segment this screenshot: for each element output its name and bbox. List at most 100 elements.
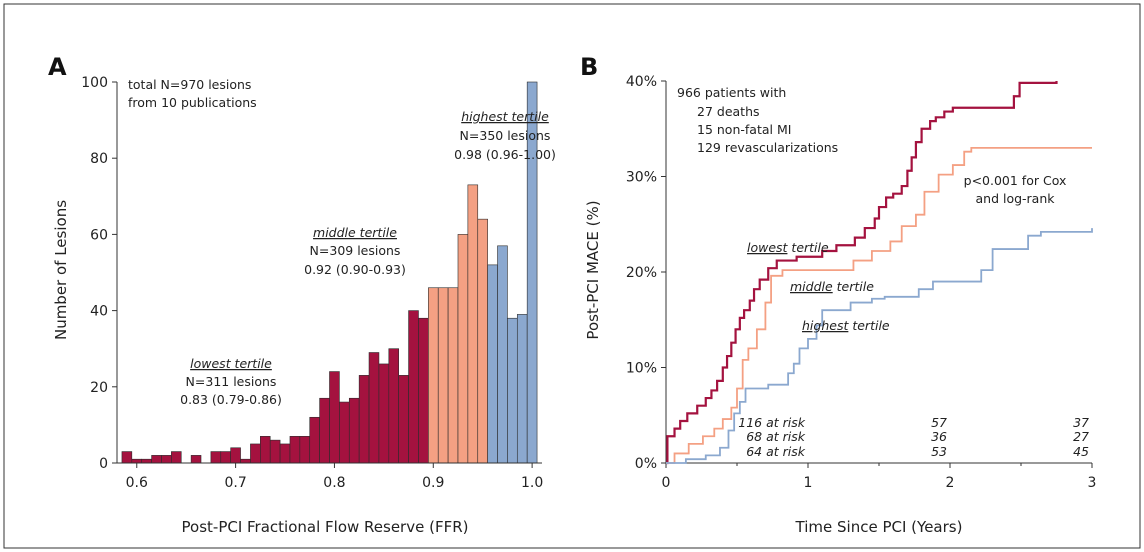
histogram-bar-21 bbox=[348, 397, 360, 464]
p-value-line-2: and log-rank bbox=[975, 191, 1055, 206]
histogram-bar-30 bbox=[437, 287, 449, 464]
histogram-bar-3 bbox=[151, 455, 162, 464]
panel-a-y-tick-label: 40 bbox=[90, 304, 108, 320]
lowest-curve-label-rest: tertile bbox=[787, 240, 829, 255]
panel-a-x-tick-label: 1.0 bbox=[521, 475, 543, 491]
highest-tertile-n: N=350 lesions bbox=[460, 128, 551, 143]
panel-a-x-tick-label: 0.8 bbox=[323, 475, 345, 491]
p-value-line-1: p<0.001 for Cox bbox=[964, 173, 1067, 188]
highest-tertile-title: highest tertile bbox=[461, 109, 549, 124]
at-risk-highest-2: 45 bbox=[1073, 444, 1089, 459]
lowest-tertile-title: lowest tertile bbox=[190, 356, 272, 371]
at-risk-middle-2: 27 bbox=[1073, 429, 1089, 444]
middle-tertile-n: N=309 lesions bbox=[310, 243, 401, 258]
panel-a-y-tick-label: 20 bbox=[90, 380, 108, 396]
at-risk-lowest-1: 57 bbox=[931, 415, 947, 430]
highest-curve-label-emph: highest bbox=[802, 318, 849, 333]
lowest-tertile-curve-label: lowest tertile bbox=[747, 240, 829, 255]
highest-tertile-curve-label: highest tertile bbox=[802, 318, 890, 333]
at-risk-lowest-2: 37 bbox=[1073, 415, 1089, 430]
panel-b-x-tick-label: 3 bbox=[1088, 475, 1097, 491]
histogram-bar-31 bbox=[447, 287, 459, 464]
histogram-bar-4 bbox=[161, 455, 172, 464]
histogram-bar-1 bbox=[131, 458, 143, 464]
lowest-tertile-ffr: 0.83 (0.79-0.86) bbox=[180, 392, 282, 407]
panel-b-note-line-4: 129 revascularizations bbox=[697, 140, 838, 155]
middle-tertile-curve-label: middle tertile bbox=[790, 279, 874, 294]
lowest-tertile-n: N=311 lesions bbox=[186, 374, 277, 389]
histogram-bar-14 bbox=[279, 443, 291, 464]
histogram-bar-11 bbox=[250, 443, 261, 464]
histogram-bar-8 bbox=[220, 451, 231, 464]
histogram-bar-10 bbox=[240, 458, 251, 464]
panel-b-lines bbox=[666, 81, 1093, 465]
panel-a-note-line-1: total N=970 lesions bbox=[128, 77, 251, 92]
at-risk-lowest-0: 116 at risk bbox=[738, 415, 805, 430]
panel-a-bars bbox=[121, 81, 538, 464]
panel-a-y-tick-label: 80 bbox=[90, 151, 108, 167]
at-risk-middle-1: 36 bbox=[931, 429, 947, 444]
histogram-bar-20 bbox=[339, 401, 350, 464]
panel-b-x-tick-label: 0 bbox=[662, 475, 671, 491]
histogram-bar-29 bbox=[428, 287, 439, 464]
histogram-bar-25 bbox=[388, 348, 399, 464]
panel-a-axes: 0 20 40 60 80 100 0.6 0.7 0.8 0.9 1.0 bbox=[81, 75, 543, 491]
histogram-bar-16 bbox=[299, 436, 311, 464]
histogram-bar-7 bbox=[210, 451, 222, 464]
panel-b-x-tick-label: 1 bbox=[804, 475, 813, 491]
middle-tertile-ffr: 0.92 (0.90-0.93) bbox=[304, 262, 406, 277]
panel-a-histogram: A 0 20 40 60 80 100 0.6 0.7 0.8 0.9 1.0 total N=97… bbox=[48, 53, 556, 536]
histogram-bar-37 bbox=[507, 317, 518, 464]
panel-b-note-line-2: 27 deaths bbox=[697, 104, 760, 119]
panel-a-y-tick-label: 0 bbox=[99, 456, 108, 472]
histogram-bar-15 bbox=[289, 436, 301, 464]
panel-a-letter: A bbox=[48, 53, 67, 81]
curve-middle-tertile bbox=[666, 146, 1092, 464]
panel-a-note-line-2: from 10 publications bbox=[128, 95, 257, 110]
at-risk-highest-0: 64 at risk bbox=[746, 444, 806, 459]
middle-tertile-title: middle tertile bbox=[313, 225, 397, 240]
histogram-bar-26 bbox=[398, 375, 409, 464]
panel-b-x-axis-title: Time Since PCI (Years) bbox=[795, 518, 963, 536]
histogram-bar-22 bbox=[358, 375, 370, 464]
panel-a-x-tick-label: 0.6 bbox=[126, 475, 148, 491]
histogram-bar-0 bbox=[121, 451, 133, 464]
highest-curve-label-rest: tertile bbox=[848, 318, 890, 333]
panel-a-y-tick-label: 60 bbox=[90, 227, 108, 243]
panel-b-note-line-1: 966 patients with bbox=[677, 85, 786, 100]
panel-b-note-line-3: 15 non-fatal MI bbox=[697, 122, 791, 137]
panel-b-axes: 0% 10% 20% 30% 40% 0 1 2 3 bbox=[626, 74, 1097, 491]
panel-a-x-axis-title: Post-PCI Fractional Flow Reserve (FFR) bbox=[182, 518, 469, 536]
histogram-bar-35 bbox=[487, 264, 498, 464]
histogram-bar-19 bbox=[329, 371, 340, 464]
histogram-bar-27 bbox=[408, 310, 419, 464]
histogram-bar-32 bbox=[457, 234, 469, 464]
highest-tertile-ffr: 0.98 (0.96-1.00) bbox=[454, 147, 556, 162]
histogram-bar-17 bbox=[309, 416, 320, 464]
histogram-bar-33 bbox=[467, 184, 479, 464]
curve-highest-tertile bbox=[666, 228, 1093, 464]
at-risk-table: 116 at risk 57 37 68 at risk 36 27 64 at risk 5… bbox=[738, 415, 1089, 459]
panel-b-y-tick-label: 0% bbox=[635, 456, 657, 472]
middle-curve-label-rest: tertile bbox=[833, 279, 875, 294]
histogram-bar-23 bbox=[368, 352, 380, 464]
histogram-bar-2 bbox=[141, 458, 152, 464]
histogram-bar-13 bbox=[269, 439, 281, 464]
histogram-bar-38 bbox=[516, 314, 528, 464]
histogram-bar-18 bbox=[319, 397, 330, 464]
histogram-bar-36 bbox=[497, 245, 508, 464]
histogram-bar-9 bbox=[230, 447, 241, 464]
panel-b-y-axis-title: Post-PCI MACE (%) bbox=[584, 200, 602, 339]
histogram-bar-12 bbox=[260, 436, 271, 464]
histogram-bar-28 bbox=[418, 317, 429, 464]
lowest-curve-label-emph: lowest bbox=[747, 240, 789, 255]
panel-b-y-tick-label: 10% bbox=[626, 361, 657, 377]
panel-a-y-axis-title: Number of Lesions bbox=[52, 200, 70, 340]
panel-a-y-tick-label: 100 bbox=[81, 75, 108, 91]
histogram-bar-24 bbox=[378, 363, 390, 464]
panel-b-survival-curves: B 0% 10% 20% 30% 40% 0 1 2 3 966 patients with 2… bbox=[580, 53, 1096, 536]
panel-a-x-tick-label: 0.9 bbox=[422, 475, 444, 491]
histogram-bar-5 bbox=[171, 451, 182, 464]
panel-b-y-tick-label: 20% bbox=[626, 265, 657, 281]
